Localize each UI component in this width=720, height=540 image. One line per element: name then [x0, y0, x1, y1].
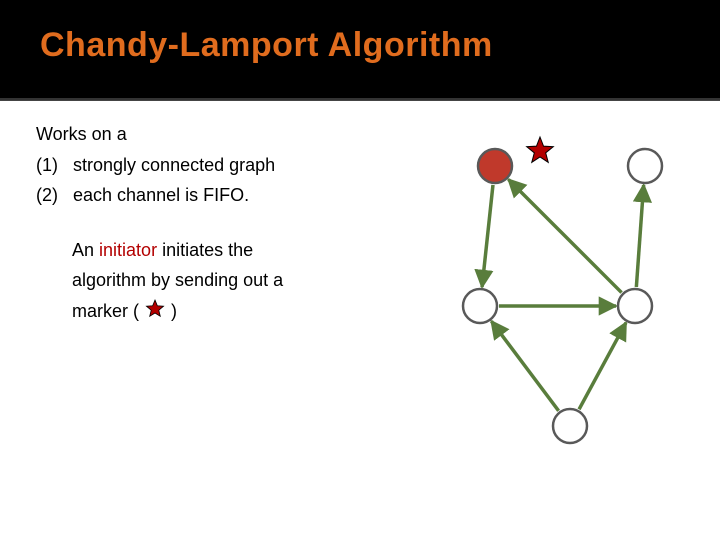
graph-node — [553, 409, 587, 443]
text-line: (2) each channel is FIFO. — [36, 180, 406, 211]
text-line: Works on a — [36, 119, 406, 150]
spacer — [36, 211, 406, 235]
text-line: marker ( ) — [36, 296, 406, 328]
graph-node — [618, 289, 652, 323]
text: marker ( — [72, 301, 139, 321]
graph-edge — [579, 323, 626, 410]
list-text: strongly connected graph — [73, 155, 275, 175]
graph-edge — [482, 185, 493, 287]
graph-node — [628, 149, 662, 183]
graph-node — [478, 149, 512, 183]
graph-diagram — [420, 121, 690, 461]
text-line: algorithm by sending out a — [36, 265, 406, 296]
text-line: An initiator initiates the — [36, 235, 406, 266]
graph-node — [463, 289, 497, 323]
star-icon — [527, 137, 554, 162]
text: An — [72, 240, 99, 260]
title-bar: Chandy-Lamport Algorithm — [0, 0, 720, 100]
list-num: (1) — [36, 155, 58, 175]
text-column: Works on a (1) strongly connected graph … — [36, 119, 406, 328]
slide-title: Chandy-Lamport Algorithm — [40, 26, 720, 65]
text-line: (1) strongly connected graph — [36, 150, 406, 181]
inline-star-slot — [144, 296, 166, 328]
star-icon — [144, 296, 166, 318]
initiator-word: initiator — [99, 240, 157, 260]
list-num: (2) — [36, 185, 58, 205]
list-text: each channel is FIFO. — [73, 185, 249, 205]
text: ) — [171, 301, 177, 321]
graph-edge — [636, 185, 643, 287]
text: initiates the — [157, 240, 253, 260]
graph-edge — [508, 179, 621, 292]
graph-edge — [491, 321, 558, 411]
content-area: Works on a (1) strongly connected graph … — [0, 101, 720, 328]
